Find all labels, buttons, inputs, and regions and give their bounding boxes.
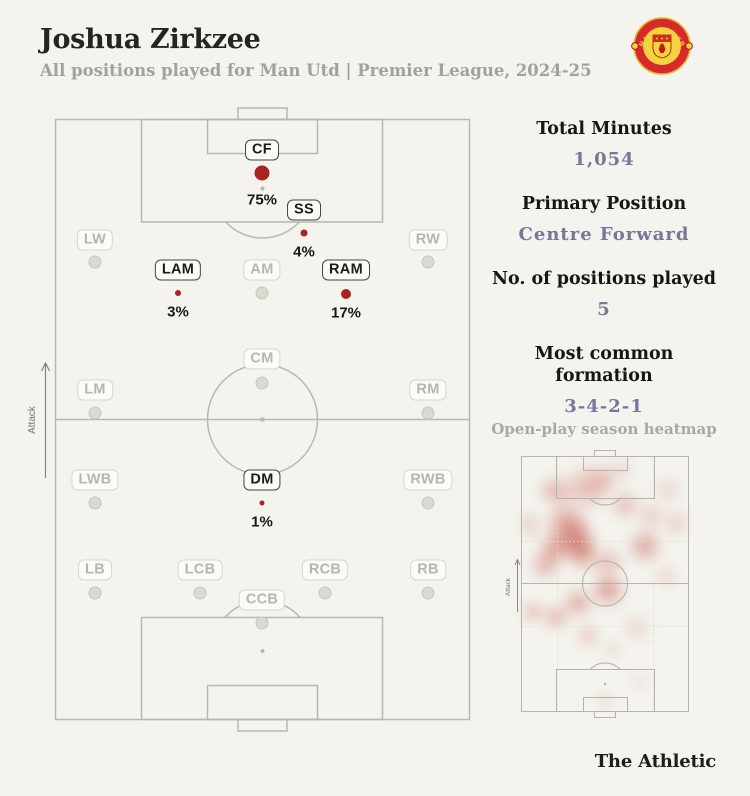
position-dot-cf [254,165,270,181]
heatmap-blob [628,670,652,694]
position-label-rw: RW [408,229,448,251]
position-label-ccb: CCB [238,589,286,611]
the-athletic-logo: The Athletic [594,751,716,772]
position-label-rwb: RWB [403,469,453,491]
position-dot-ccb [255,616,269,630]
heatmap-attack-arrow [514,558,521,612]
position-pct-ram: 17% [330,304,362,322]
main-pitch-lines [54,107,471,732]
stat-positions-played: No. of positions played 5 [489,268,719,321]
position-dot-ss [300,229,308,237]
heatmap-title: Open-play season heatmap [491,420,717,438]
svg-text:UNITED: UNITED [648,56,676,66]
position-label-lwb: LWB [71,469,119,491]
stats-panel: Total Minutes 1,054 Primary Position Cen… [489,118,719,440]
page-subtitle: All positions played for Man Utd | Premi… [40,61,592,80]
position-label-lw: LW [76,229,114,251]
position-label-dm: DM [243,469,281,491]
position-dot-ram [341,289,351,299]
position-dot-lb [88,586,102,600]
position-dot-rb [421,586,435,600]
heatmap-blob [625,526,665,566]
position-dot-am [255,286,269,300]
position-dot-rwb [421,496,435,510]
position-pct-ss: 4% [293,243,315,261]
position-dot-lw [88,255,102,269]
position-label-rb: RB [410,559,446,581]
position-label-am: AM [243,259,281,281]
position-label-lam: LAM [154,259,202,281]
position-dot-lwb [88,496,102,510]
position-dot-lcb [193,586,207,600]
stat-most-common-formation: Most common formation 3-4-2-1 [489,343,719,418]
position-pct-dm: 1% [251,513,273,531]
heatmap-blob [607,456,635,484]
attack-arrow [40,361,51,478]
stat-value: 5 [597,299,611,320]
heatmap-blob [600,638,624,662]
heatmap-blob [660,507,689,539]
position-label-rcb: RCB [301,559,349,581]
stat-total-minutes: Total Minutes 1,054 [489,118,719,171]
position-label-ram: RAM [322,259,370,281]
position-dot-rcb [318,586,332,600]
stat-value: 1,054 [573,149,635,170]
position-dot-lm [88,406,102,420]
position-label-cm: CM [243,348,281,370]
stat-value: 3-4-2-1 [564,396,644,417]
position-label-lcb: LCB [177,559,223,581]
position-label-lm: LM [77,379,113,401]
stat-label: No. of positions played [491,269,717,289]
position-dot-lam [175,290,181,296]
position-label-cf: CF [245,139,279,161]
position-label-lb: LB [78,559,112,581]
stat-label: Primary Position [521,194,687,214]
season-heatmap [521,456,689,712]
position-label-rm: RM [409,379,447,401]
stat-primary-position: Primary Position Centre Forward [489,193,719,246]
heatmap-attack-label: Attack [505,577,512,596]
attack-label: Attack [27,405,38,434]
heatmap-blob [652,562,680,590]
heatmap-blob [621,612,653,644]
man-utd-crest-icon: MANCHESTER UNITED [631,17,693,75]
main-pitch-spots [260,186,265,653]
heatmap-blob [574,622,602,650]
position-dot-rw [421,255,435,269]
stat-label: Total Minutes [536,119,672,139]
heatmap-blob [652,474,684,506]
stat-value: Centre Forward [518,224,690,245]
stat-label: Most common formation [534,344,674,386]
position-dot-dm [259,500,265,506]
position-dot-rm [421,406,435,420]
heatmap-blob [595,690,615,710]
heatmap-blob [540,601,572,633]
position-pct-cf: 75% [246,191,278,209]
position-dot-cm [255,376,269,390]
position-label-ss: SS [287,199,321,221]
page-title: Joshua Zirkzee [40,24,261,55]
heatmap-blob [527,547,563,583]
position-pct-lam: 3% [167,303,189,321]
